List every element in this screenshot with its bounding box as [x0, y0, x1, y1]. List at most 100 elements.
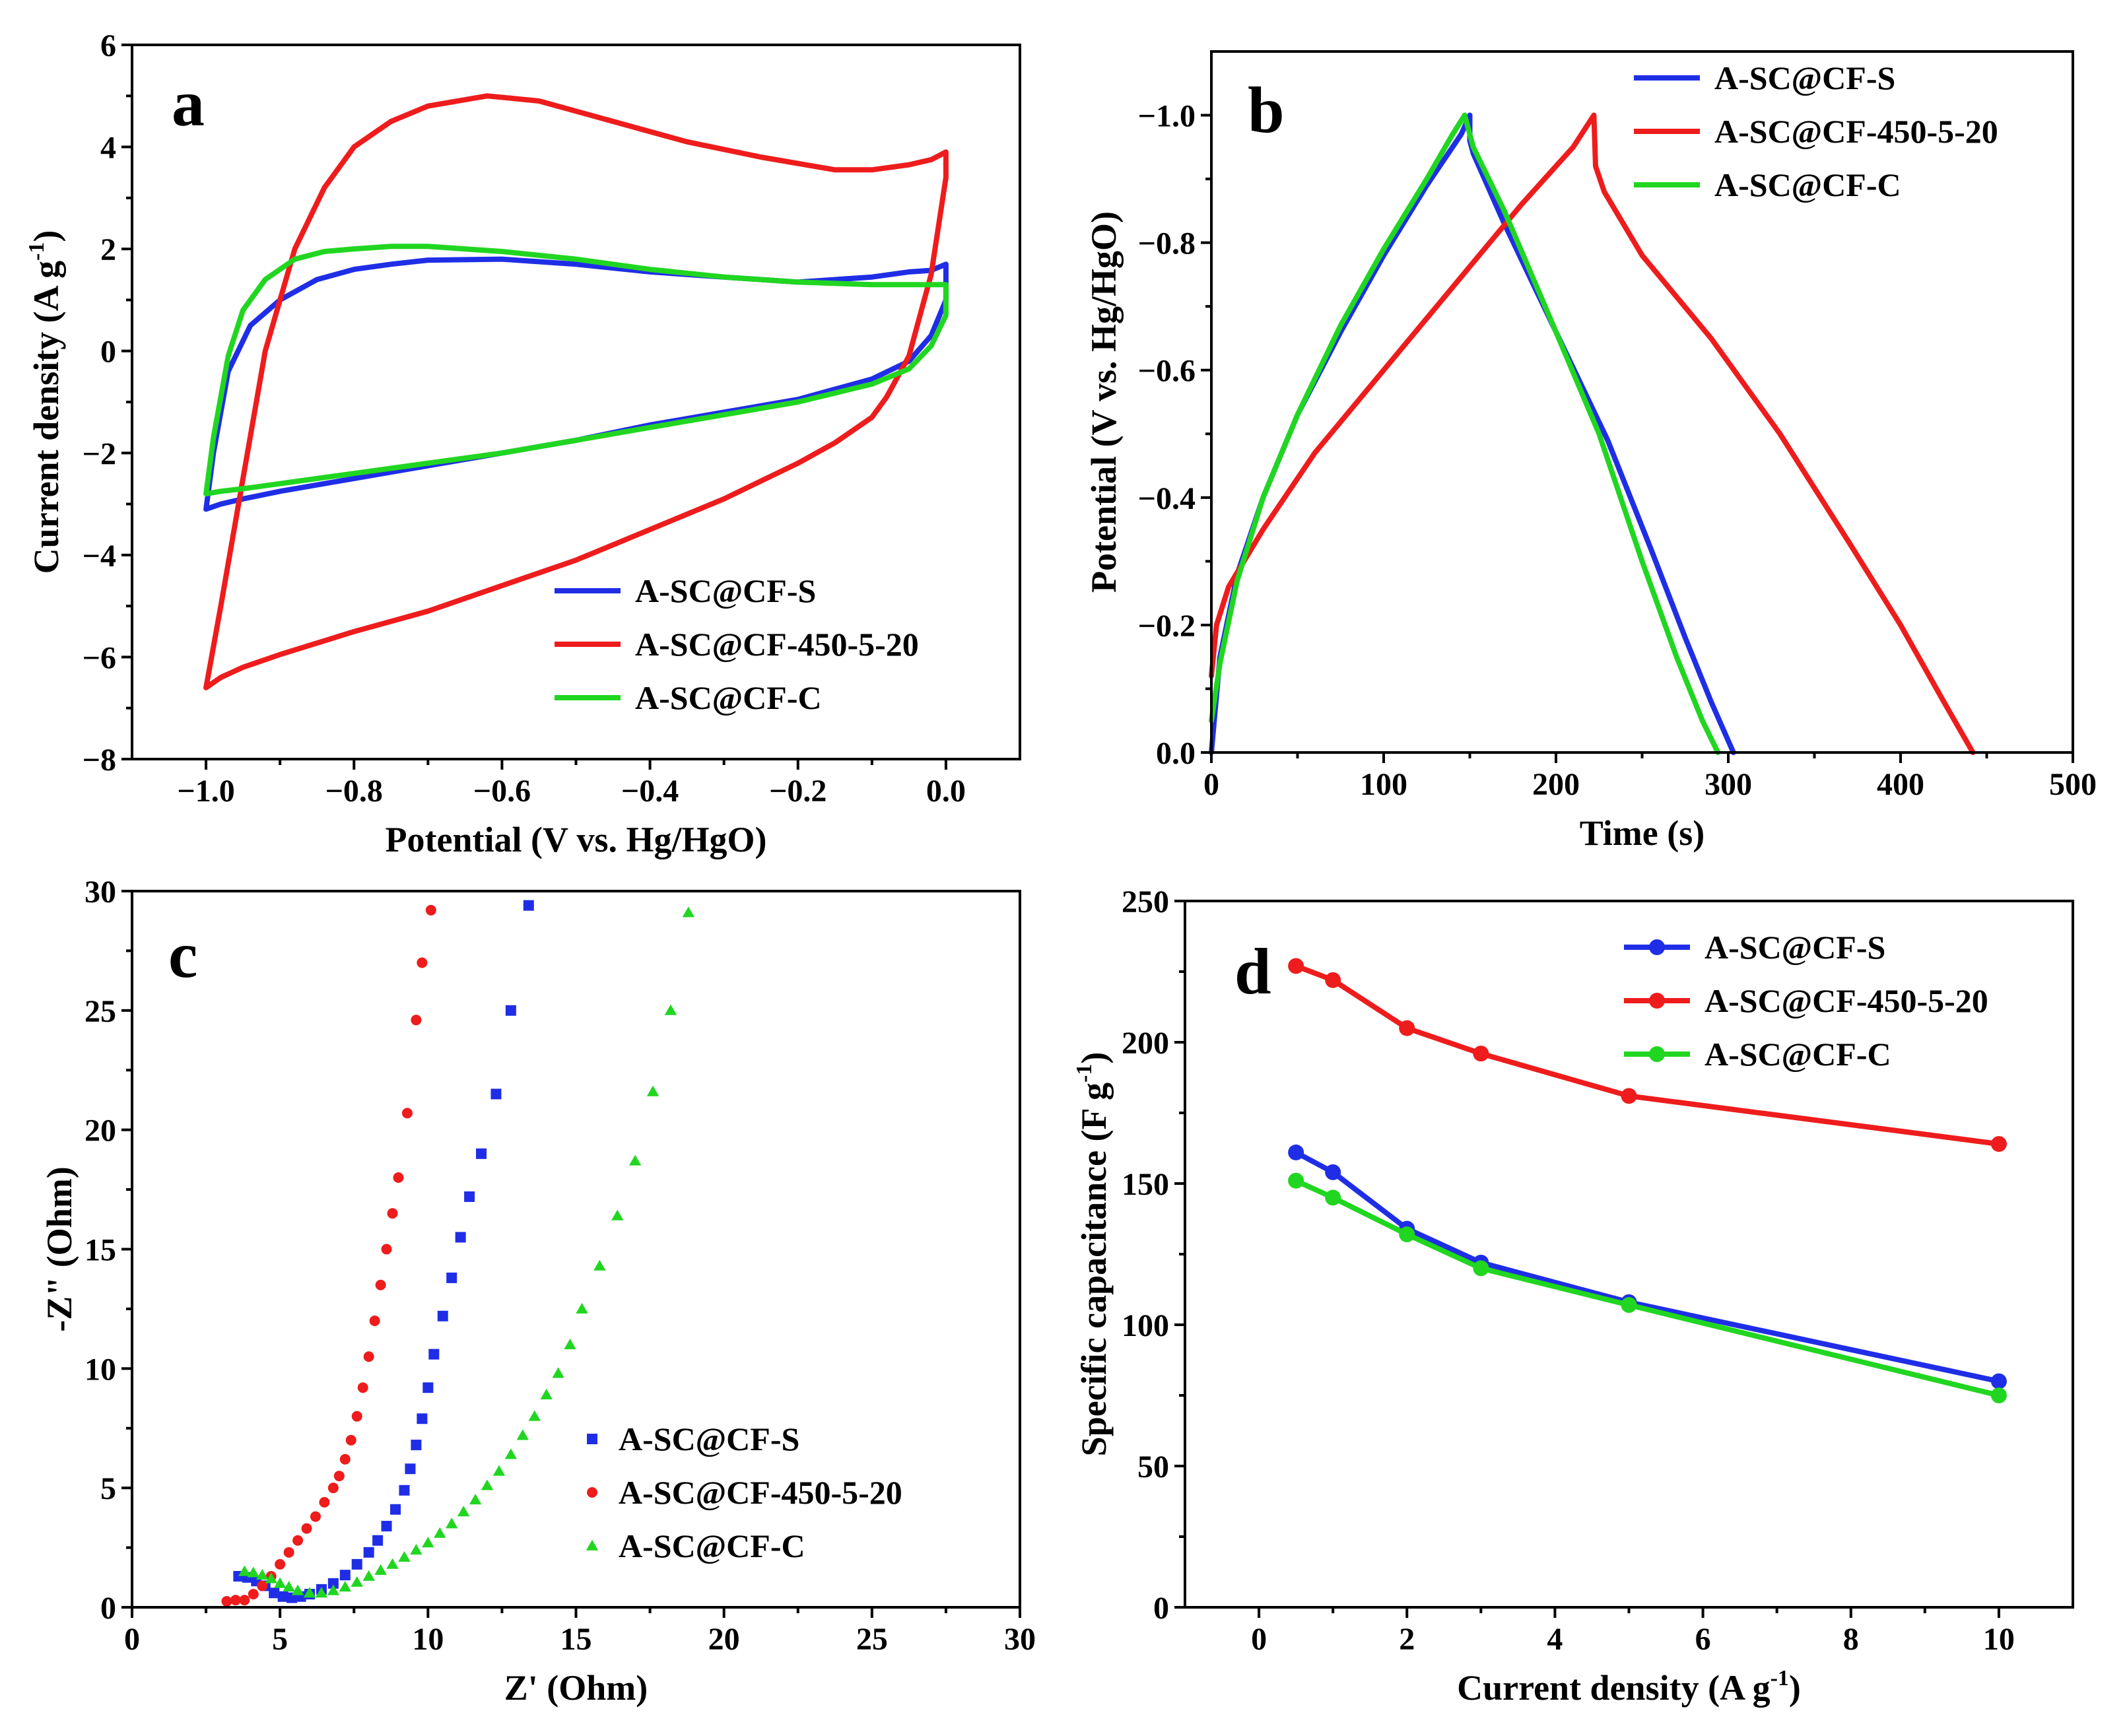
data-point-d-2-2: [1399, 1226, 1415, 1243]
data-point-c-2-7: [303, 1587, 316, 1598]
legend-label: A-SC@CF-C: [635, 679, 822, 716]
data-point-c-0-20: [417, 1413, 428, 1424]
series-line-d-0: [1293, 1149, 2002, 1384]
data-point-d-2-1: [1325, 1189, 1341, 1206]
x-axis-label-text: Time (s): [1580, 813, 1705, 853]
data-point-c-2-34: [646, 1085, 659, 1096]
x-axis-label: Potential (V vs. Hg/HgO): [386, 820, 767, 859]
y-tick-label: −2: [83, 436, 116, 471]
x-tick-label: 100: [1360, 767, 1407, 802]
data-point-c-0-14: [372, 1535, 384, 1546]
x-tick-label: 15: [560, 1622, 592, 1657]
x-tick-label: 6: [1695, 1622, 1711, 1657]
y-axis-label: -Z" (Ohm): [40, 1166, 79, 1331]
data-point-c-0-26: [464, 1191, 475, 1202]
series-line-b-2: [1209, 112, 1721, 755]
data-point-c-0-15: [381, 1521, 392, 1532]
data-point-c-0-28: [490, 1088, 502, 1100]
x-tick-label: 30: [1004, 1622, 1036, 1657]
data-point-c-1-2: [239, 1595, 250, 1606]
series-c-2: [238, 906, 695, 1598]
data-point-d-0-5: [1990, 1373, 2007, 1389]
legend-marker: [587, 1434, 597, 1444]
x-tick-label: −1.0: [177, 774, 234, 809]
series-a-2: [203, 244, 949, 497]
data-point-c-2-5: [283, 1581, 295, 1592]
x-tick-label: −0.6: [473, 774, 531, 809]
panel-a: −1.0 −0.8 −0.6 −0.4 −0.2 0.0 −8 −6 −4 −2 0 2 4 6 Poten…: [24, 28, 1021, 859]
x-tick-label: 25: [856, 1622, 888, 1657]
y-tick-label: 0.0: [1156, 736, 1196, 771]
legend-marker: [586, 1539, 599, 1551]
data-point-c-2-20: [457, 1506, 470, 1517]
data-point-c-2-12: [362, 1570, 375, 1581]
x-tick-label: −0.4: [621, 774, 679, 809]
x-tick-label: 20: [708, 1622, 740, 1657]
data-point-c-0-10: [327, 1578, 339, 1589]
data-point-c-1-6: [275, 1558, 286, 1570]
y-axis-label-text: -Z" (Ohm): [40, 1166, 79, 1331]
data-point-c-2-21: [469, 1494, 482, 1505]
data-point-c-1-1: [230, 1595, 241, 1606]
data-point-c-2-4: [273, 1577, 287, 1588]
data-point-c-2-1: [247, 1566, 260, 1578]
series-a-1: [203, 93, 949, 690]
x-tick-label: 4: [1547, 1622, 1563, 1657]
data-point-c-2-8: [315, 1587, 328, 1598]
series-c-1: [221, 904, 436, 1607]
data-point-c-0-27: [476, 1148, 487, 1159]
series-line-d-2: [1293, 1178, 2002, 1398]
data-point-c-0-16: [390, 1504, 401, 1515]
data-point-c-1-22: [387, 1208, 398, 1219]
y-axis-label-sup: -1: [24, 242, 49, 261]
data-point-d-2-5: [1990, 1387, 2007, 1403]
x-tick-label: 0.0: [926, 774, 966, 809]
data-point-d-1-0: [1288, 958, 1304, 974]
data-point-c-1-25: [411, 1015, 422, 1026]
data-point-c-0-4: [269, 1587, 280, 1599]
data-point-c-1-24: [401, 1108, 413, 1119]
plot-frame: [1210, 50, 2074, 754]
x-axis-label-sup: -1: [1771, 1666, 1789, 1690]
x-tick-label: 300: [1705, 767, 1752, 802]
y-tick-label: 2: [100, 232, 116, 267]
y-axis-label-text: Specific capacitance (F g: [1074, 1083, 1114, 1456]
panel-letter: d: [1234, 935, 1271, 1008]
x-axis-label: Z' (Ohm): [504, 1668, 648, 1708]
x-tick-label: 10: [1983, 1622, 2015, 1657]
legend-marker: [1649, 939, 1665, 955]
y-axis-label: Current density (A g-1): [24, 230, 66, 574]
legend-label: A-SC@CF-C: [619, 1527, 805, 1564]
legend-b: A-SC@CF-S A-SC@CF-450-5-20 A-SC@CF-C: [1634, 59, 1998, 203]
data-point-c-0-30: [523, 900, 534, 911]
data-point-c-0-29: [505, 1005, 516, 1016]
legend-label: A-SC@CF-450-5-20: [635, 626, 919, 663]
data-point-c-2-14: [386, 1558, 399, 1569]
data-point-c-2-18: [434, 1527, 446, 1538]
y-tick-label: 50: [1137, 1450, 1169, 1485]
y-tick-label: 5: [100, 1471, 116, 1506]
legend-d: A-SC@CF-S A-SC@CF-450-5-20 A-SC@CF-C: [1624, 929, 1988, 1073]
data-point-d-2-0: [1288, 1172, 1304, 1189]
y-tick-label: 20: [84, 1114, 116, 1149]
panel-letter: b: [1248, 73, 1285, 147]
x-tick-label: 0: [124, 1622, 140, 1657]
x-axis-label-text: Z' (Ohm): [504, 1668, 648, 1708]
y-tick-label: 0: [1153, 1591, 1169, 1626]
series-line-a-0: [203, 256, 949, 512]
data-point-d-1-1: [1325, 972, 1341, 988]
x-tick-label: 500: [2049, 767, 2097, 802]
x-tick-label: −0.2: [769, 774, 827, 809]
x-axis-label-text: Current density (A g: [1457, 1668, 1771, 1708]
panel-b: 0 100 200 300 400 500 0.0 −0.2 −0.4 −0.6 −0.8 −1.0 T…: [1084, 50, 2097, 853]
data-point-c-2-3: [265, 1572, 277, 1584]
series-d-2: [1288, 1172, 2007, 1403]
y-tick-label: −4: [83, 539, 116, 574]
data-point-c-0-21: [422, 1382, 434, 1393]
data-point-c-2-33: [628, 1154, 642, 1166]
y-tick-label: 15: [84, 1233, 116, 1268]
y-tick-label: 25: [84, 994, 116, 1029]
data-point-c-2-13: [374, 1564, 387, 1575]
data-point-d-0-1: [1325, 1164, 1341, 1180]
